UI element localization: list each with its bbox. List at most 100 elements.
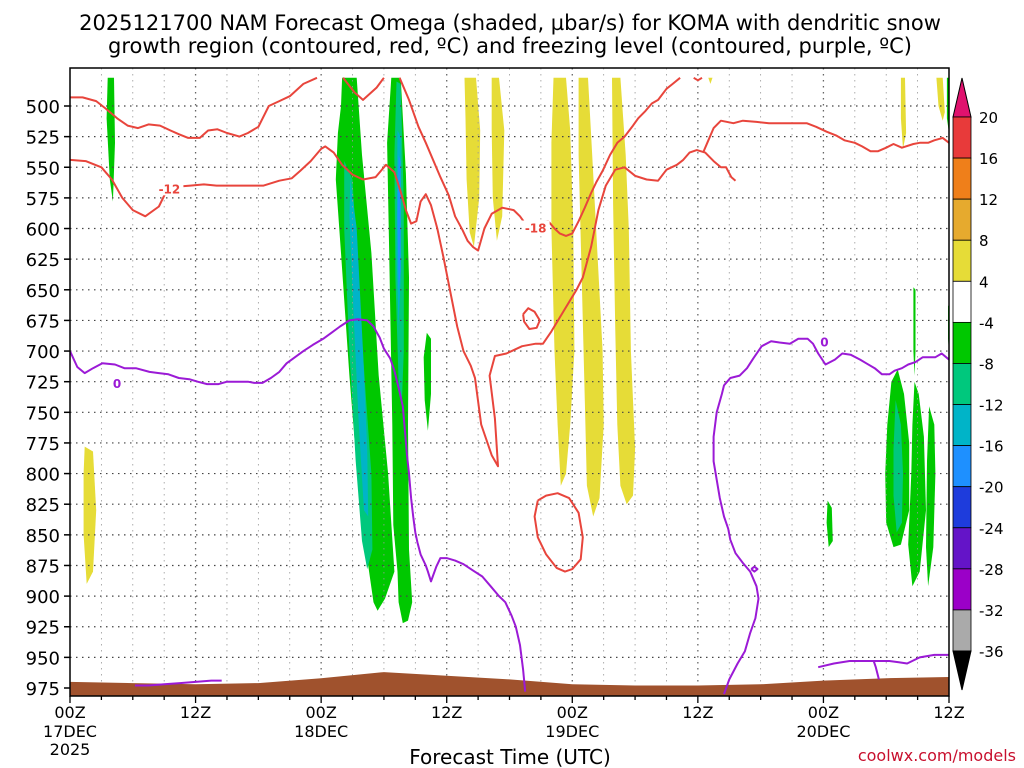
omega-shading — [83, 77, 949, 624]
y-tick-label-550: 550 — [26, 158, 60, 179]
omega-region-17 — [464, 77, 481, 247]
colorbar-label-4: 4 — [979, 273, 989, 291]
colorbar-bin-7 — [952, 404, 972, 447]
colorbar-bin-5 — [952, 321, 972, 364]
y-tick-label-875: 875 — [26, 556, 60, 577]
colorbar-label-7: -12 — [979, 397, 1004, 415]
colorbar-top-arrow — [952, 77, 972, 118]
freezing-label-1-bg — [818, 334, 831, 349]
omega-region-23 — [900, 77, 907, 149]
x-tick-label-0: 00Z — [54, 703, 85, 722]
colorbar-label-6: -8 — [979, 355, 994, 373]
colorbar-bin-2 — [952, 198, 972, 241]
colorbar-bin-8 — [952, 445, 972, 488]
dgz-contour-0 — [70, 145, 737, 468]
colorbar: 20 16 12 8 4 -4 -8 -12 -16 -20 -24 -28 -32 -36 — [952, 77, 1004, 691]
x-tick-label-48: 00Z — [557, 703, 588, 722]
y-tick-label-800: 800 — [26, 465, 60, 486]
colorbar-bottom-arrow — [952, 650, 972, 691]
colorbar-bin-4 — [952, 280, 972, 323]
y-tick-label-700: 700 — [26, 342, 60, 363]
omega-region-0 — [106, 77, 115, 202]
dgz-label-1: -18 — [525, 222, 547, 236]
y-tick-label-975: 975 — [26, 679, 60, 700]
y-tick-label-775: 775 — [26, 434, 60, 455]
y-tick-label-575: 575 — [26, 189, 60, 210]
freezing-contour-0 — [70, 318, 527, 692]
dgz-contour-6 — [522, 307, 541, 330]
x-axis-title: Forecast Time (UTC) — [409, 745, 611, 768]
x-tick-label-24: 00Z — [305, 703, 336, 722]
y-tick-label-625: 625 — [26, 250, 60, 271]
y-tick-label-925: 925 — [26, 618, 60, 639]
freezing-contour-4 — [872, 660, 880, 680]
dgz-contour-7 — [533, 492, 584, 573]
y-tick-label-750: 750 — [26, 403, 60, 424]
freezing-label-0-bg — [111, 376, 124, 391]
colorbar-bin-12 — [952, 609, 972, 652]
x-date-label-0: 17DEC — [43, 722, 97, 741]
omega-region-18 — [491, 77, 505, 241]
colorbar-label-8: -16 — [979, 438, 1004, 456]
x-tick-label-84: 12Z — [933, 703, 964, 722]
omega-region-14 — [349, 179, 369, 517]
freezing-contour-5 — [750, 565, 759, 573]
omega-region-6 — [908, 381, 926, 587]
colorbar-bin-6 — [952, 363, 972, 405]
colorbar-bin-1 — [952, 157, 972, 200]
dgz-contours — [70, 76, 949, 573]
y-tick-label-725: 725 — [26, 373, 60, 394]
y-tick-label-675: 675 — [26, 311, 60, 332]
dgz-contour-5 — [702, 119, 949, 153]
omega-region-7 — [926, 406, 936, 587]
colorbar-label-11: -28 — [979, 561, 1004, 579]
colorbar-label-13: -36 — [979, 643, 1004, 661]
colorbar-bin-0 — [952, 116, 972, 159]
y-tick-label-850: 850 — [26, 526, 60, 547]
omega-region-20 — [578, 77, 604, 517]
x-year-label: 2025 — [50, 740, 91, 759]
colorbar-label-0: 20 — [979, 109, 998, 127]
dgz-contour-4 — [693, 76, 703, 82]
colorbar-label-10: -24 — [979, 520, 1004, 538]
colorbar-label-12: -32 — [979, 602, 1004, 620]
dgz-contour-2 — [342, 77, 385, 101]
omega-region-21 — [612, 77, 636, 505]
dgz-label-0-bg — [155, 181, 184, 196]
x-date-label-24: 18DEC — [294, 722, 348, 741]
colorbar-label-3: 8 — [979, 232, 989, 250]
x-tick-label-12: 12Z — [180, 703, 211, 722]
dgz-label-0: -12 — [159, 182, 181, 196]
omega-region-19 — [551, 77, 575, 486]
colorbar-bin-11 — [952, 568, 972, 611]
omega-region-24 — [936, 77, 945, 121]
omega-region-8 — [913, 287, 916, 376]
omega-region-13 — [893, 400, 903, 533]
x-tick-label-72: 00Z — [808, 703, 839, 722]
x-tick-label-60: 12Z — [682, 703, 713, 722]
dgz-contour-1 — [70, 76, 318, 139]
omega-region-22 — [83, 446, 97, 584]
y-tick-label-825: 825 — [26, 495, 60, 516]
freezing-label-0: 0 — [113, 377, 121, 391]
colorbar-label-2: 12 — [979, 191, 998, 209]
colorbar-label-9: -20 — [979, 479, 1004, 497]
colorbar-bin-3 — [952, 239, 972, 282]
dgz-contour-3 — [398, 77, 681, 252]
colorbar-bin-9 — [952, 486, 972, 529]
x-tick-label-36: 12Z — [431, 703, 462, 722]
chart-title-line1: 2025121700 NAM Forecast Omega (shaded, µ… — [79, 11, 941, 35]
freezing-contour-2 — [134, 679, 222, 687]
terrain-fill — [70, 672, 949, 696]
freezing-contour-3 — [817, 653, 949, 669]
y-axis: 500 525 550 575 600 625 650 675 700 725 750 775 800 8… — [26, 97, 70, 700]
omega-region-4 — [423, 332, 431, 431]
colorbar-label-5: -4 — [979, 314, 994, 332]
credit-link[interactable]: coolwx.com/models — [858, 746, 1016, 765]
freezing-level-contours — [70, 318, 949, 695]
freezing-label-1: 0 — [820, 335, 828, 349]
contour-labels: -12 -18 0 0 — [111, 181, 831, 391]
freezing-contour-1 — [712, 337, 949, 695]
